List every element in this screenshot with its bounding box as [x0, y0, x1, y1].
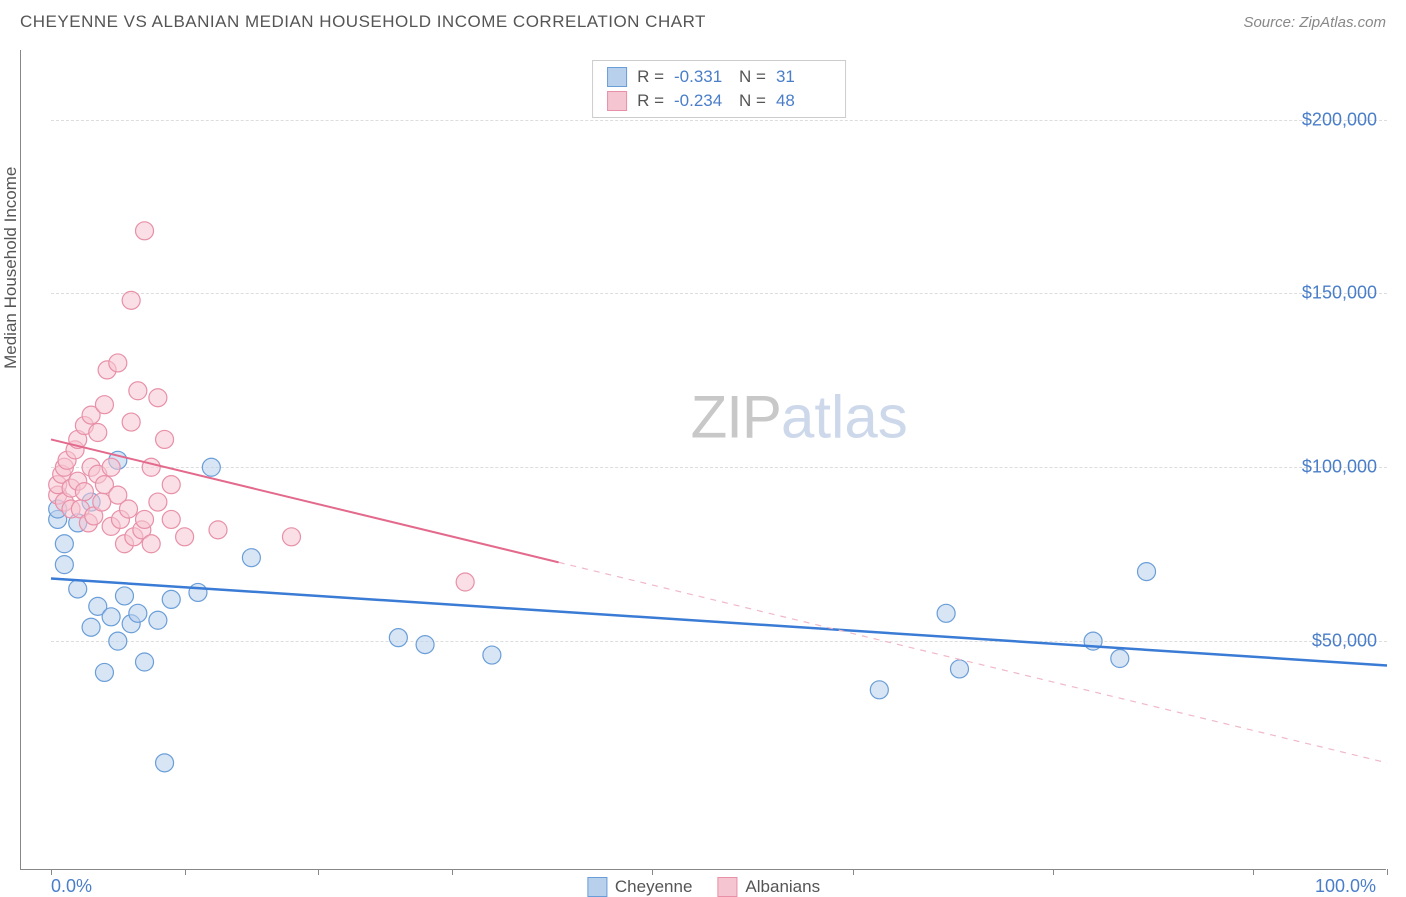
scatter-point	[149, 389, 167, 407]
x-tick	[51, 869, 52, 875]
scatter-point	[136, 653, 154, 671]
x-tick	[1253, 869, 1254, 875]
plot-svg	[51, 50, 1387, 815]
scatter-point	[870, 681, 888, 699]
legend-swatch	[607, 67, 627, 87]
scatter-point	[937, 604, 955, 622]
scatter-point	[162, 510, 180, 528]
legend-swatch	[587, 877, 607, 897]
x-tick	[452, 869, 453, 875]
scatter-point	[149, 611, 167, 629]
scatter-point	[202, 458, 220, 476]
r-value: -0.331	[674, 67, 729, 87]
scatter-point	[1111, 650, 1129, 668]
legend-swatch	[717, 877, 737, 897]
scatter-point	[156, 430, 174, 448]
scatter-point	[95, 396, 113, 414]
scatter-point	[102, 458, 120, 476]
scatter-point	[142, 458, 160, 476]
scatter-point	[162, 476, 180, 494]
series-legend: Cheyenne Albanians	[587, 877, 820, 897]
scatter-point	[93, 493, 111, 511]
scatter-point	[82, 618, 100, 636]
x-tick	[318, 869, 319, 875]
scatter-point	[55, 556, 73, 574]
scatter-point	[69, 580, 87, 598]
scatter-point	[129, 382, 147, 400]
scatter-point	[162, 590, 180, 608]
scatter-point	[176, 528, 194, 546]
scatter-point	[149, 493, 167, 511]
scatter-point	[122, 291, 140, 309]
legend-swatch	[607, 91, 627, 111]
x-tick	[853, 869, 854, 875]
scatter-point	[109, 354, 127, 372]
legend-item: Albanians	[717, 877, 820, 897]
x-axis-max-label: 100.0%	[1315, 876, 1376, 897]
scatter-point	[483, 646, 501, 664]
scatter-point	[136, 222, 154, 240]
scatter-point	[89, 424, 107, 442]
scatter-point	[456, 573, 474, 591]
n-label: N =	[739, 67, 766, 87]
scatter-point	[282, 528, 300, 546]
scatter-point	[1138, 563, 1156, 581]
plot-area: ZIPatlas R = -0.331N = 31R = -0.234N = 4…	[51, 50, 1387, 815]
r-label: R =	[637, 91, 664, 111]
x-tick	[1387, 869, 1388, 875]
scatter-point	[156, 754, 174, 772]
scatter-point	[129, 604, 147, 622]
stats-legend: R = -0.331 N = 31 R = -0.234 N = 48	[592, 60, 846, 118]
scatter-point	[75, 483, 93, 501]
scatter-point	[950, 660, 968, 678]
scatter-point	[242, 549, 260, 567]
x-tick	[185, 869, 186, 875]
chart-container: Median Household Income ZIPatlas R = -0.…	[20, 50, 1386, 870]
scatter-point	[136, 510, 154, 528]
y-axis-label: Median Household Income	[1, 166, 21, 368]
scatter-point	[122, 413, 140, 431]
chart-title: CHEYENNE VS ALBANIAN MEDIAN HOUSEHOLD IN…	[20, 12, 706, 32]
r-label: R =	[637, 67, 664, 87]
n-label: N =	[739, 91, 766, 111]
scatter-point	[55, 535, 73, 553]
legend-item: Cheyenne	[587, 877, 693, 897]
source-attribution: Source: ZipAtlas.com	[1243, 14, 1386, 31]
scatter-point	[115, 587, 133, 605]
scatter-point	[119, 500, 137, 518]
x-tick	[652, 869, 653, 875]
regression-line	[51, 579, 1387, 666]
legend-label: Albanians	[745, 877, 820, 897]
x-axis-min-label: 0.0%	[51, 876, 92, 897]
n-value: 31	[776, 67, 831, 87]
regression-line-extrapolated	[559, 562, 1387, 762]
stats-legend-row: R = -0.331 N = 31	[607, 67, 831, 87]
n-value: 48	[776, 91, 831, 111]
chart-header: CHEYENNE VS ALBANIAN MEDIAN HOUSEHOLD IN…	[0, 0, 1406, 40]
stats-legend-row: R = -0.234 N = 48	[607, 91, 831, 111]
scatter-point	[209, 521, 227, 539]
x-tick	[1053, 869, 1054, 875]
scatter-point	[416, 636, 434, 654]
scatter-point	[109, 632, 127, 650]
scatter-point	[95, 663, 113, 681]
legend-label: Cheyenne	[615, 877, 693, 897]
scatter-point	[142, 535, 160, 553]
scatter-point	[189, 583, 207, 601]
scatter-point	[102, 608, 120, 626]
r-value: -0.234	[674, 91, 729, 111]
scatter-point	[389, 629, 407, 647]
